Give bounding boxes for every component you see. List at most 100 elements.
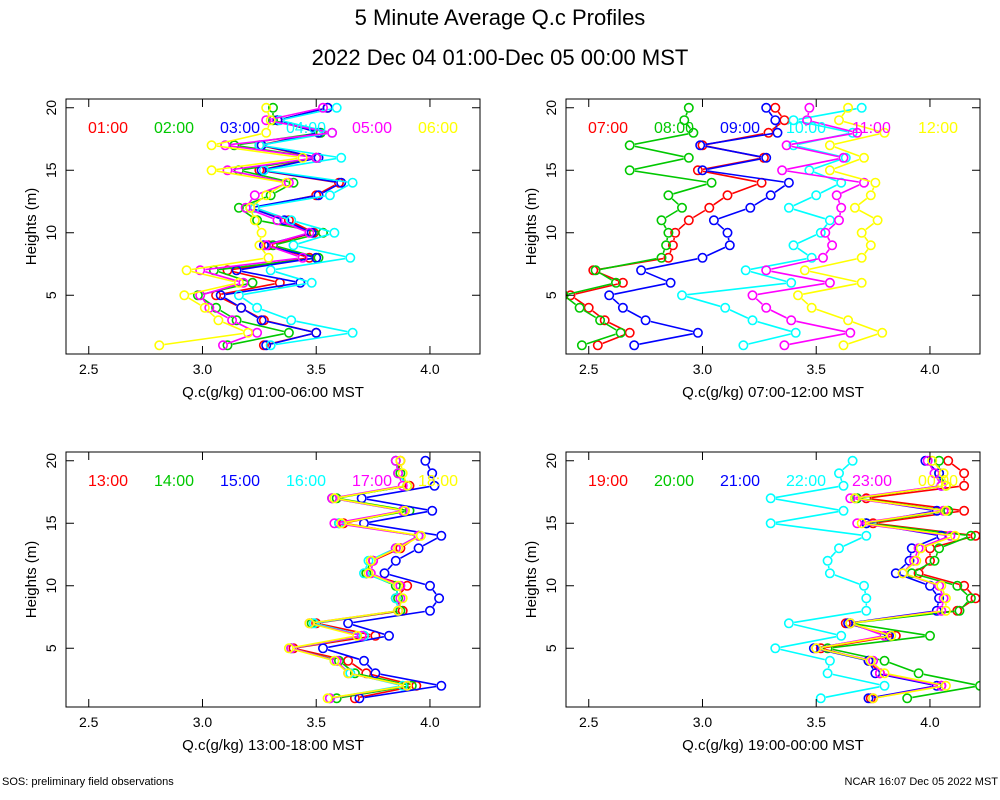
data-point (747, 290, 758, 301)
data-point (311, 252, 322, 263)
x-tick-label: 3.0 (693, 361, 713, 377)
y-tick-label: 10 (543, 578, 559, 594)
data-point (747, 315, 758, 326)
data-point (934, 593, 945, 604)
data-point (940, 480, 951, 491)
series-line-1900 (825, 463, 973, 699)
data-point (683, 215, 694, 226)
data-point (676, 202, 687, 213)
legend-entry: 12:00 (918, 120, 958, 137)
data-point (929, 555, 940, 566)
data-point (936, 480, 947, 491)
data-point (833, 215, 844, 226)
y-tick-label: 20 (43, 100, 59, 116)
legend-entry: 08:00 (654, 120, 694, 137)
data-point (331, 102, 342, 113)
y-axis-label: Heights (m) (23, 541, 40, 619)
data-point (393, 543, 404, 554)
data-point (838, 152, 849, 163)
figure-title: 5 Minute Average Q.c Profiles (355, 5, 646, 30)
data-point (322, 693, 333, 704)
data-point (311, 152, 322, 163)
data-point (845, 327, 856, 338)
data-point (393, 468, 404, 479)
data-point (261, 240, 272, 251)
data-point (815, 227, 826, 238)
data-point (786, 277, 797, 288)
data-point (427, 468, 438, 479)
data-point (256, 315, 267, 326)
data-point (624, 327, 635, 338)
legend-entry: 05:00 (352, 120, 392, 137)
y-tick-label: 15 (543, 515, 559, 531)
data-point (847, 455, 858, 466)
data-point (590, 265, 601, 276)
data-point (222, 165, 233, 176)
data-point (959, 480, 970, 491)
data-point (770, 643, 781, 654)
data-point (847, 127, 858, 138)
data-point (288, 177, 299, 188)
data-point (272, 215, 283, 226)
data-point (265, 190, 276, 201)
data-point (258, 165, 269, 176)
data-point (815, 693, 826, 704)
data-point (336, 177, 347, 188)
data-point (604, 290, 615, 301)
data-point (233, 290, 244, 301)
legend-entry: 20:00 (654, 473, 694, 490)
data-point (297, 152, 308, 163)
data-point (252, 327, 263, 338)
data-point (365, 555, 376, 566)
data-point (592, 340, 603, 351)
data-point (615, 327, 626, 338)
data-point (811, 643, 822, 654)
series-2200 (765, 455, 890, 704)
data-point (783, 177, 794, 188)
data-point (345, 252, 356, 263)
legend-entry: 11:00 (852, 120, 891, 137)
data-point (288, 240, 299, 251)
data-point (261, 190, 272, 201)
data-point (815, 643, 826, 654)
data-point (267, 102, 278, 113)
data-point (617, 277, 628, 288)
data-point (868, 518, 879, 529)
plot-frame (65, 451, 481, 708)
data-point (770, 102, 781, 113)
data-point (667, 240, 678, 251)
data-point (424, 580, 435, 591)
data-point (952, 580, 963, 591)
data-point (843, 102, 854, 113)
data-point (206, 140, 217, 151)
data-point (822, 555, 833, 566)
data-point (383, 630, 394, 641)
series-0900 (604, 102, 794, 351)
chart-panel-2: 2.5 3.0 3.5 4.0 5 10 15 20 Q.c(g/kg) 07:00-12:00… (523, 98, 981, 401)
data-point (936, 605, 947, 616)
data-point (858, 152, 869, 163)
y-tick-label: 5 (543, 644, 559, 652)
data-point (879, 655, 890, 666)
data-point (940, 505, 951, 516)
data-point (252, 302, 263, 313)
data-point (254, 240, 265, 251)
data-point (945, 530, 956, 541)
data-point (427, 505, 438, 516)
data-point (220, 140, 231, 151)
y-axis-label: Heights (m) (523, 541, 540, 619)
data-point (706, 177, 717, 188)
series-line-0800 (567, 112, 707, 345)
data-point (799, 265, 810, 276)
x-tick-label: 3.0 (193, 714, 213, 730)
data-point (852, 127, 863, 138)
data-point (215, 290, 226, 301)
data-point (765, 190, 776, 201)
data-point (886, 630, 897, 641)
data-point (959, 580, 970, 591)
legend-entry: 15:00 (220, 473, 260, 490)
x-axis-label: Q.c(g/kg) 19:00-00:00 MST (682, 737, 864, 754)
data-point (949, 530, 960, 541)
series-line-0400 (242, 108, 349, 346)
data-point (856, 277, 867, 288)
